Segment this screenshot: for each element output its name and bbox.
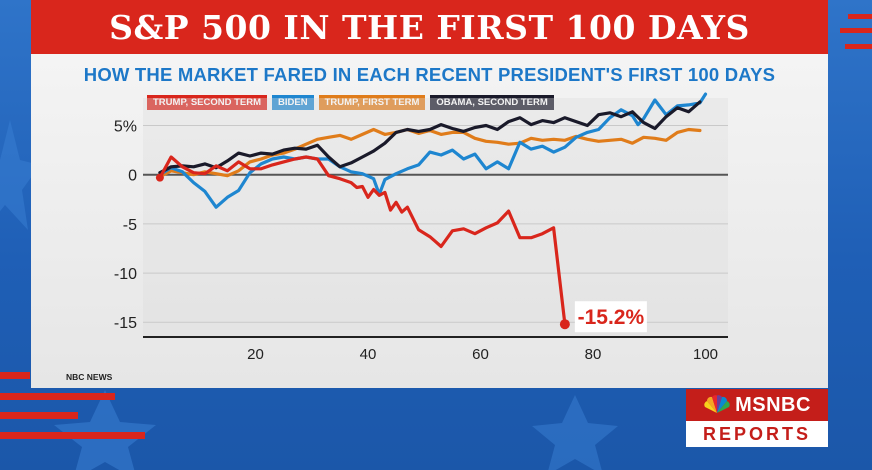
decorative-stripe bbox=[0, 372, 30, 379]
source-credit: NBC NEWS bbox=[66, 372, 113, 382]
logo-network-name: MSNBC bbox=[735, 393, 811, 416]
line-chart: 5% 0 -5 -10 -15 20 40 60 80 100 -15.2% bbox=[114, 92, 728, 363]
y-tick-label: 5% bbox=[114, 119, 137, 136]
y-tick-label: -10 bbox=[114, 266, 137, 283]
decorative-stripe bbox=[845, 44, 872, 49]
decorative-stripe bbox=[840, 28, 872, 33]
background-star-decoration bbox=[54, 390, 156, 470]
series-line bbox=[158, 100, 702, 175]
y-tick-label: 0 bbox=[128, 168, 137, 185]
peacock-icon bbox=[704, 395, 730, 413]
msnbc-reports-logo: MSNBC REPORTS bbox=[686, 389, 828, 447]
x-tick-label: 40 bbox=[360, 346, 377, 363]
title-band: S&P 500 IN THE FIRST 100 DAYS bbox=[31, 0, 828, 54]
logo-network-band: MSNBC bbox=[686, 389, 828, 421]
decorative-stripe bbox=[0, 412, 78, 419]
legend-item: TRUMP, SECOND TERM bbox=[147, 95, 268, 110]
annotation-box bbox=[574, 301, 647, 333]
decorative-stripe bbox=[0, 393, 115, 400]
page-title: S&P 500 IN THE FIRST 100 DAYS bbox=[109, 7, 750, 47]
y-tick-label: -15 bbox=[114, 315, 137, 332]
chart-card: HOW THE MARKET FARED IN EACH RECENT PRES… bbox=[31, 54, 828, 388]
legend-item: BIDEN bbox=[272, 95, 314, 110]
decorative-stripe bbox=[848, 14, 872, 19]
legend-item: TRUMP, FIRST TERM bbox=[318, 95, 426, 110]
series-start-point bbox=[155, 173, 164, 182]
annotation-label: -15.2% bbox=[578, 306, 645, 329]
background-star-decoration bbox=[0, 120, 40, 230]
chart-legend: TRUMP, SECOND TERM BIDEN TRUMP, FIRST TERM… bbox=[147, 95, 554, 110]
x-tick-label: 100 bbox=[693, 346, 718, 363]
legend-item: OBAMA, SECOND TERM bbox=[430, 95, 554, 110]
x-tick-label: 20 bbox=[247, 346, 264, 363]
y-tick-label: -5 bbox=[123, 217, 137, 234]
logo-program-name: REPORTS bbox=[702, 423, 811, 444]
x-tick-label: 60 bbox=[472, 346, 489, 363]
background-star-decoration bbox=[532, 395, 618, 470]
plot-area bbox=[143, 98, 728, 337]
decorative-stripe bbox=[0, 432, 145, 439]
series-line bbox=[158, 155, 567, 326]
logo-program-band: REPORTS bbox=[686, 421, 828, 447]
x-tick-label: 80 bbox=[585, 346, 602, 363]
chart-title: HOW THE MARKET FARED IN EACH RECENT PRES… bbox=[83, 64, 776, 85]
annotation-point bbox=[559, 319, 570, 330]
